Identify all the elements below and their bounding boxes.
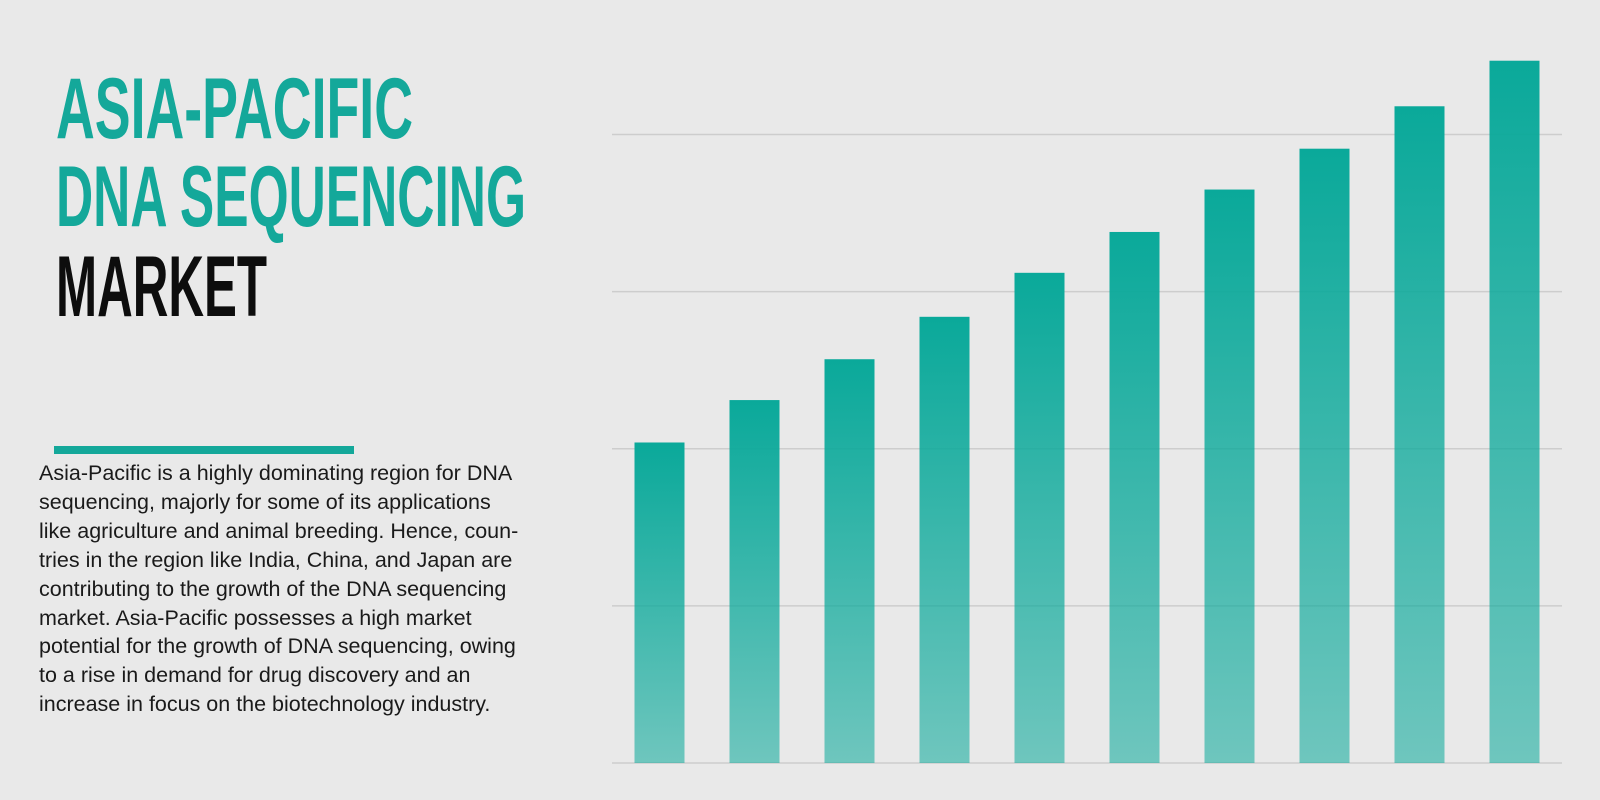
bar — [1394, 106, 1445, 763]
description-line: tries in the region like India, China, a… — [39, 547, 513, 572]
description-line: potential for the growth of DNA sequenci… — [39, 634, 516, 659]
bar — [1299, 148, 1350, 763]
bar — [1014, 272, 1065, 763]
bar — [1204, 189, 1255, 764]
description-line: to a rise in demand for drug discovery a… — [39, 663, 471, 688]
accent-bar — [54, 446, 354, 454]
description-line: contributing to the growth of the DNA se… — [39, 576, 507, 601]
title-line: DNA SEQUENCING — [56, 149, 526, 245]
bar — [919, 316, 970, 763]
description-line: market. Asia-Pacific possesses a high ma… — [39, 605, 472, 630]
bar — [1109, 231, 1160, 763]
description-line: increase in focus on the biotechnology i… — [39, 692, 491, 717]
title-line: ASIA-PACIFIC — [56, 61, 413, 157]
bar — [824, 359, 875, 763]
bar — [634, 442, 685, 763]
description: Asia-Pacific is a highly dominating regi… — [39, 459, 518, 719]
description-line: Asia-Pacific is a highly dominating regi… — [39, 461, 513, 485]
bar — [729, 400, 780, 763]
bar — [1489, 60, 1540, 764]
description-line: like agriculture and animal breeding. He… — [39, 518, 519, 543]
description-line: sequencing, majorly for some of its appl… — [39, 489, 491, 514]
title-line: MARKET — [56, 239, 267, 335]
